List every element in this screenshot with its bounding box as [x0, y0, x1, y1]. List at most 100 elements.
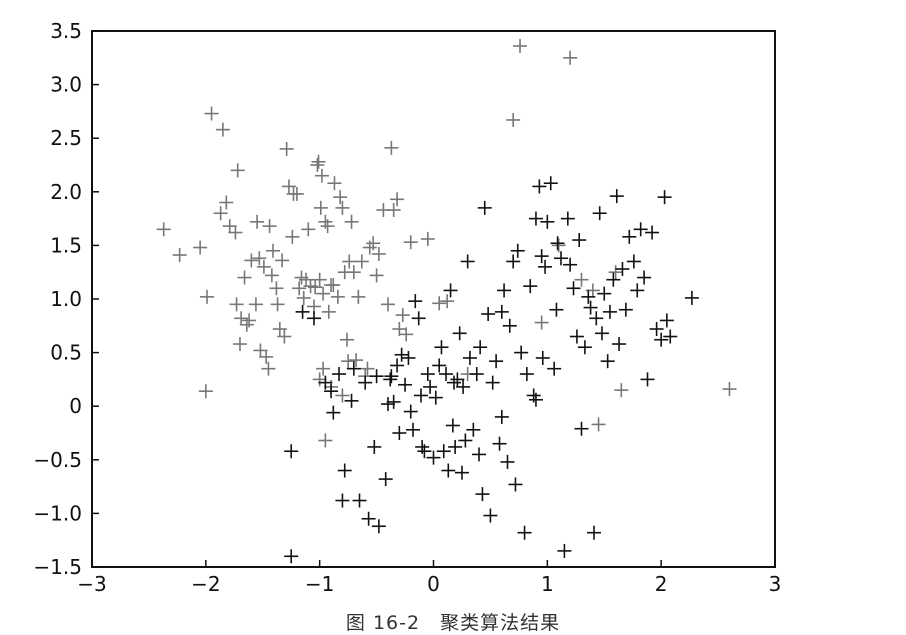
data-point-series-2	[394, 347, 409, 362]
data-point-series-2	[415, 439, 430, 454]
data-point-series-1	[380, 297, 395, 312]
data-point-series-1	[198, 384, 213, 399]
data-point-series-1	[213, 206, 228, 221]
data-point-series-2	[408, 294, 423, 309]
data-point-series-2	[637, 270, 652, 285]
data-point-series-2	[439, 367, 454, 382]
data-point-series-1	[222, 219, 237, 234]
data-point-series-2	[502, 318, 517, 333]
data-point-series-1	[339, 332, 354, 347]
data-point-series-2	[466, 422, 481, 437]
data-point-series-2	[528, 211, 543, 226]
data-point-series-2	[324, 384, 339, 399]
data-point-series-1	[341, 354, 356, 369]
data-point-series-1	[253, 343, 268, 358]
data-point-series-2	[358, 375, 373, 390]
data-point-series-2	[428, 390, 443, 405]
data-point-series-1	[386, 203, 401, 218]
data-point-series-1	[277, 329, 292, 344]
data-point-series-2	[454, 465, 469, 480]
data-point-series-1	[551, 238, 566, 253]
data-point-series-1	[506, 112, 521, 127]
data-point-series-1	[308, 280, 323, 295]
data-point-series-2	[563, 257, 578, 272]
data-point-series-1	[234, 311, 249, 326]
data-point-series-1	[237, 270, 252, 285]
data-point-series-2	[477, 200, 492, 215]
data-point-series-2	[615, 261, 630, 276]
data-point-series-2	[600, 354, 615, 369]
data-point-series-2	[618, 302, 633, 317]
data-point-series-2	[284, 549, 299, 564]
data-point-series-1	[250, 214, 265, 229]
data-point-series-2	[535, 350, 550, 365]
data-point-series-2	[403, 404, 418, 419]
data-point-series-2	[383, 372, 398, 387]
data-point-series-2	[434, 340, 449, 355]
data-point-series-2	[547, 361, 562, 376]
data-point-series-2	[549, 302, 564, 317]
data-point-series-2	[413, 388, 428, 403]
data-point-series-1	[349, 353, 364, 368]
data-point-series-1	[312, 272, 327, 287]
data-point-series-2	[420, 367, 435, 382]
data-point-series-2	[543, 176, 558, 191]
data-point-series-1	[270, 297, 285, 312]
data-point-series-2	[592, 206, 607, 221]
data-point-series-2	[483, 508, 498, 523]
x-tick-label: 1	[541, 572, 554, 596]
data-point-series-1	[354, 254, 369, 269]
data-point-series-2	[497, 283, 512, 298]
data-point-series-2	[519, 367, 534, 382]
y-tick-label: 0.5	[50, 341, 82, 365]
data-point-series-1	[390, 192, 405, 207]
data-point-series-2	[550, 236, 565, 251]
data-point-series-1	[608, 265, 623, 280]
data-point-series-2	[572, 233, 587, 248]
data-point-series-1	[256, 259, 271, 274]
data-point-series-2	[441, 463, 456, 478]
data-point-series-1	[366, 236, 381, 251]
data-point-series-1	[563, 50, 578, 65]
data-point-series-1	[244, 253, 259, 268]
plot-frame	[91, 30, 776, 568]
data-point-series-1	[265, 243, 280, 258]
data-point-series-2	[426, 450, 441, 465]
x-tick-label: 2	[655, 572, 668, 596]
data-point-series-1	[591, 417, 606, 432]
x-tick-label: −2	[191, 572, 220, 596]
data-point-series-2	[514, 345, 529, 360]
y-tick-label: −1.5	[33, 555, 82, 579]
data-point-series-1	[335, 388, 350, 403]
data-point-series-2	[506, 254, 521, 269]
data-point-series-1	[432, 296, 447, 311]
scatter-chart: −3 −2 −1 0 1 2 3 −1.5 −1.0 −0.5 0 0.5 1.0 1.5 2.0 2.5 3.…	[33, 19, 781, 596]
data-point-series-1	[440, 294, 455, 309]
data-point-series-1	[285, 229, 300, 244]
data-point-series-1	[215, 122, 230, 137]
y-tick-label: −1.0	[33, 501, 82, 525]
data-point-series-2	[473, 340, 488, 355]
data-point-series-1	[722, 382, 737, 397]
data-point-series-2	[494, 304, 509, 319]
y-tick-label: 0	[69, 394, 82, 418]
data-point-series-2	[346, 361, 361, 376]
data-point-series-1	[318, 433, 333, 448]
y-tick-label: 1.5	[50, 233, 82, 257]
data-point-series-2	[398, 377, 413, 392]
data-point-series-1	[312, 372, 327, 387]
data-point-series-2	[532, 179, 547, 194]
data-point-series-1	[279, 141, 294, 156]
data-point-series-1	[534, 315, 549, 330]
data-point-series-1	[306, 299, 321, 314]
data-point-series-2	[657, 190, 672, 205]
data-point-series-2	[494, 409, 509, 424]
data-point-series-2	[492, 436, 507, 451]
data-point-series-2	[386, 394, 401, 409]
data-point-series-2	[606, 272, 621, 287]
data-point-series-1	[232, 337, 247, 352]
data-point-series-1	[259, 349, 274, 364]
data-point-series-2	[384, 369, 399, 384]
data-point-series-2	[622, 229, 637, 244]
y-tick-label: 3.5	[50, 19, 82, 43]
